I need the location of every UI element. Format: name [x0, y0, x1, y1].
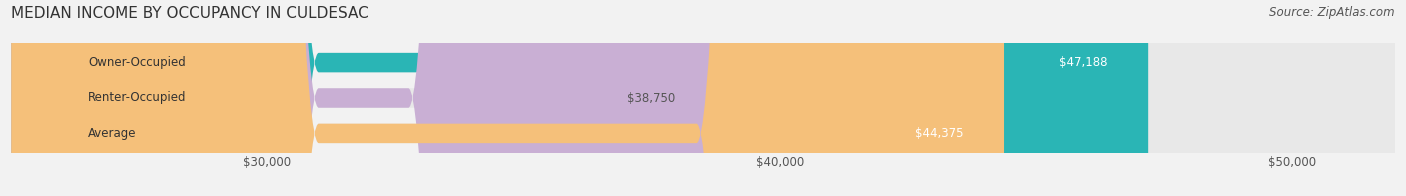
Text: $47,188: $47,188	[1059, 56, 1107, 69]
Text: Source: ZipAtlas.com: Source: ZipAtlas.com	[1270, 6, 1395, 19]
Text: MEDIAN INCOME BY OCCUPANCY IN CULDESAC: MEDIAN INCOME BY OCCUPANCY IN CULDESAC	[11, 6, 368, 21]
Text: $38,750: $38,750	[627, 92, 675, 104]
FancyBboxPatch shape	[11, 0, 1395, 196]
FancyBboxPatch shape	[11, 0, 716, 196]
Text: Owner-Occupied: Owner-Occupied	[89, 56, 186, 69]
Text: $44,375: $44,375	[914, 127, 963, 140]
Text: Renter-Occupied: Renter-Occupied	[89, 92, 187, 104]
FancyBboxPatch shape	[11, 0, 1395, 196]
FancyBboxPatch shape	[11, 0, 1004, 196]
FancyBboxPatch shape	[11, 0, 1395, 196]
Text: Average: Average	[89, 127, 136, 140]
FancyBboxPatch shape	[11, 0, 1149, 196]
